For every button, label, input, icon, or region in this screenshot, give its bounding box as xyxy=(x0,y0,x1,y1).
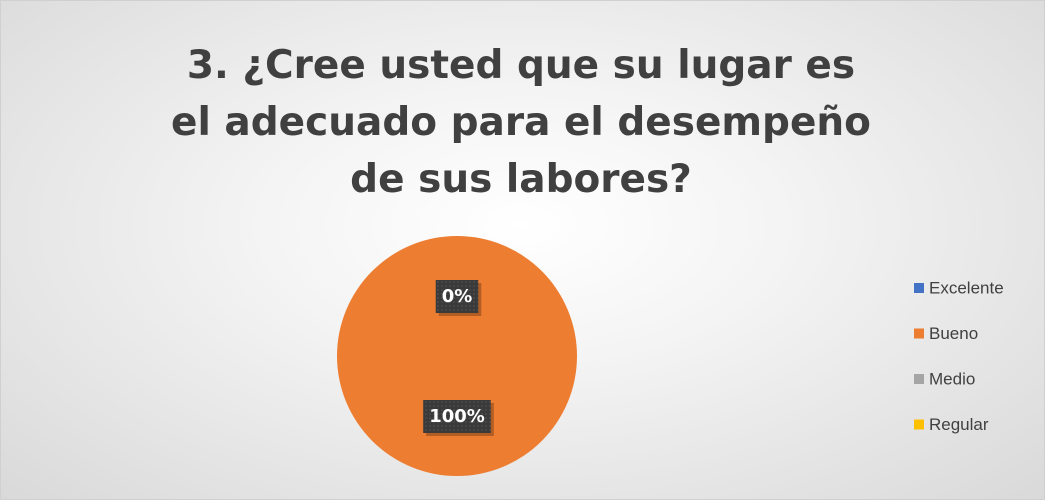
chart-title: 3. ¿Cree usted que su lugar es el adecua… xyxy=(171,43,871,202)
legend-label: Excelente xyxy=(929,278,1004,297)
legend-label: Bueno xyxy=(929,324,978,343)
data-label: 100% xyxy=(429,406,485,427)
legend-label: Regular xyxy=(929,415,989,434)
pie-slice xyxy=(337,236,577,476)
data-label-box xyxy=(435,280,479,313)
data-label: 0% xyxy=(442,286,473,307)
legend-swatch xyxy=(914,419,924,430)
legend-swatch xyxy=(914,374,924,384)
legend-swatch xyxy=(914,328,924,339)
legend-label: Medio xyxy=(929,369,975,388)
legend-swatch xyxy=(914,283,924,293)
data-label-box xyxy=(423,400,491,433)
